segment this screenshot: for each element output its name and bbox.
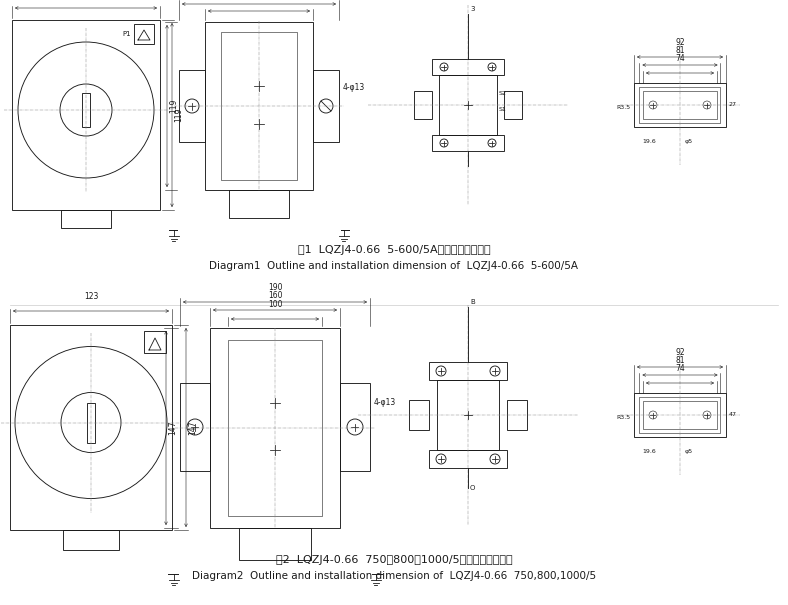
Bar <box>429 450 507 468</box>
Text: R3.5: R3.5 <box>616 105 630 110</box>
Bar <box>61 210 111 228</box>
Text: 119: 119 <box>169 99 178 113</box>
Bar <box>229 190 289 218</box>
Bar <box>429 362 507 380</box>
Text: 3: 3 <box>470 6 474 12</box>
Text: O: O <box>470 485 475 491</box>
Bar <box>437 380 499 450</box>
Text: 92: 92 <box>675 348 685 357</box>
Text: 108: 108 <box>252 0 266 1</box>
Bar <box>507 400 527 430</box>
Text: 123: 123 <box>84 292 98 301</box>
Text: 119: 119 <box>174 108 183 122</box>
Bar <box>239 528 311 560</box>
Text: 图1  LQZJ4-0.66  5-600/5A外形及安装尺寸图: 图1 LQZJ4-0.66 5-600/5A外形及安装尺寸图 <box>298 245 490 255</box>
Bar <box>87 402 95 442</box>
Text: 147: 147 <box>188 420 197 435</box>
Text: 100: 100 <box>268 300 282 309</box>
Text: Diagram2  Outline and installation dimension of  LQZJ4-0.66  750,800,1000/5: Diagram2 Outline and installation dimens… <box>192 571 596 581</box>
Text: P1: P1 <box>122 31 131 37</box>
Bar <box>634 393 726 437</box>
Text: S1: S1 <box>499 107 507 112</box>
Bar <box>82 93 90 127</box>
Text: 147: 147 <box>168 420 177 435</box>
Bar <box>634 83 726 127</box>
Bar <box>643 91 717 119</box>
Bar <box>205 22 313 190</box>
Text: φ5: φ5 <box>685 139 693 144</box>
Text: φ5: φ5 <box>685 449 693 454</box>
Bar <box>63 530 119 550</box>
Bar <box>414 91 432 119</box>
Bar <box>221 32 297 180</box>
Text: 81: 81 <box>675 46 685 55</box>
Text: 92: 92 <box>675 38 685 47</box>
Bar <box>640 87 720 123</box>
Bar <box>340 383 370 471</box>
Text: Diagram1  Outline and installation dimension of  LQZJ4-0.66  5-600/5A: Diagram1 Outline and installation dimens… <box>210 261 578 271</box>
Bar <box>432 59 504 75</box>
Text: 74: 74 <box>675 54 685 63</box>
Bar <box>12 20 160 210</box>
Text: 19.6: 19.6 <box>642 449 656 454</box>
Text: 4-φ13: 4-φ13 <box>374 398 396 407</box>
Bar <box>134 24 154 44</box>
Bar <box>228 340 322 516</box>
Text: 4-φ13: 4-φ13 <box>343 83 366 92</box>
Bar <box>144 331 166 353</box>
Text: 160: 160 <box>268 291 282 300</box>
Text: 27: 27 <box>729 102 737 108</box>
Bar <box>439 75 497 135</box>
Text: S2: S2 <box>499 91 507 96</box>
Text: 190: 190 <box>268 283 282 292</box>
Bar <box>640 397 720 433</box>
Text: 81: 81 <box>675 356 685 365</box>
Text: R3.5: R3.5 <box>616 415 630 420</box>
Bar <box>504 91 522 119</box>
Text: 74: 74 <box>675 364 685 373</box>
Text: B: B <box>470 299 474 305</box>
Bar <box>179 70 205 142</box>
Text: 图2  LQZJ4-0.66  750、800、1000/5外形及安装尺寸图: 图2 LQZJ4-0.66 750、800、1000/5外形及安装尺寸图 <box>276 555 512 565</box>
Bar <box>409 400 429 430</box>
Text: 47: 47 <box>729 413 737 417</box>
Bar <box>180 383 210 471</box>
Bar <box>643 401 717 429</box>
Bar <box>313 70 339 142</box>
Bar <box>210 328 340 528</box>
Text: 19.6: 19.6 <box>642 139 656 144</box>
Bar <box>432 135 504 151</box>
Bar <box>10 325 172 530</box>
